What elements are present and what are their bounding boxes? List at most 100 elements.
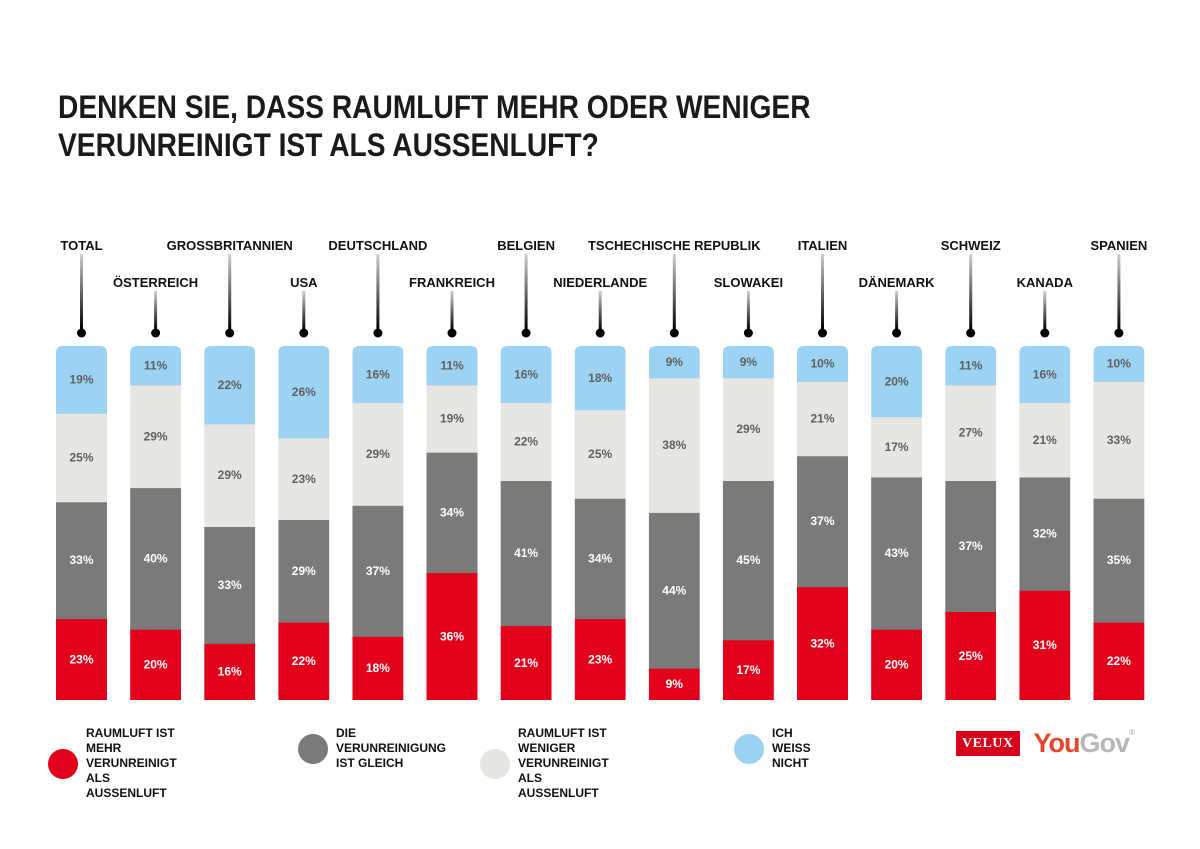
- bar-segment: [871, 416, 923, 478]
- bar-group: GROSSBRITANNIEN 16% 33% 29% 22%: [167, 238, 293, 700]
- value-label: 9%: [740, 355, 758, 369]
- value-label: 22%: [1107, 654, 1131, 668]
- value-label: 26%: [292, 385, 316, 399]
- value-label: 38%: [662, 438, 686, 452]
- bar-segment: [574, 346, 626, 411]
- value-label: 22%: [218, 378, 242, 392]
- bar-segment: [426, 452, 478, 574]
- value-label: 10%: [1107, 357, 1131, 371]
- value-label: 41%: [514, 546, 538, 560]
- bar-group: TOTAL 23% 33% 25% 19%: [56, 238, 107, 700]
- bar-segment: [500, 480, 552, 627]
- bar-segment: [426, 346, 478, 386]
- country-label: TOTAL: [60, 238, 102, 253]
- value-label: 9%: [666, 355, 684, 369]
- bar-segment: [797, 346, 848, 382]
- country-label: SPANIEN: [1090, 238, 1147, 253]
- bar-group: SPANIEN 22% 35% 33% 10%: [1090, 238, 1147, 700]
- value-label: 43%: [885, 546, 909, 560]
- legend-item-mehr: RAUMLUFT IST MEHR VERUNREINIGT ALS AUSSE…: [48, 726, 177, 801]
- bar-segment: [945, 384, 997, 482]
- bar-segment: [1093, 381, 1145, 499]
- bar-segment: [352, 636, 404, 700]
- connector-line: [228, 254, 232, 330]
- connector-line: [1117, 254, 1121, 330]
- value-label: 18%: [588, 371, 612, 385]
- country-label: FRANKREICH: [409, 275, 495, 290]
- bar-segment: [648, 512, 700, 669]
- bar-group: TSCHECHISCHE REPUBLIK 9% 44% 38% 9%: [588, 238, 761, 700]
- value-label: 22%: [514, 435, 538, 449]
- connector-dot: [373, 328, 383, 338]
- legend-swatch-red: [48, 748, 78, 779]
- value-label: 35%: [1107, 553, 1131, 567]
- value-label: 18%: [366, 661, 390, 675]
- bar-group: ÖSTERREICH 20% 40% 29% 11%: [113, 275, 198, 700]
- value-label: 10%: [810, 357, 834, 371]
- value-label: 33%: [218, 578, 242, 592]
- bar-segment: [945, 611, 997, 700]
- value-label: 34%: [588, 551, 612, 565]
- bar-segment: [130, 384, 182, 489]
- bar-segment: [1093, 346, 1145, 382]
- yougov-gov: Gov: [1079, 728, 1131, 758]
- value-label: 31%: [1033, 638, 1057, 652]
- legend-label: ICH WEISS NICHT: [772, 726, 811, 770]
- bar-segment: [648, 346, 700, 379]
- connector-line: [524, 254, 528, 330]
- value-label: 16%: [1033, 367, 1057, 381]
- legend-item-weniger: RAUMLUFT IST WENIGER VERUNREINIGT ALS AU…: [480, 726, 609, 801]
- country-label: NIEDERLANDE: [553, 275, 647, 290]
- value-label: 40%: [144, 551, 168, 565]
- bar-segment: [130, 629, 182, 700]
- bar-segment: [426, 572, 478, 700]
- country-label: BELGIEN: [497, 238, 555, 253]
- connector-line: [672, 254, 676, 330]
- yougov-logo: YouGov®: [1034, 728, 1135, 759]
- connector-dot: [743, 328, 753, 338]
- bar-segment: [945, 346, 997, 386]
- connector-dot: [1040, 328, 1050, 338]
- bar-segment: [797, 455, 848, 588]
- bar-segment: [278, 438, 330, 520]
- value-label: 29%: [218, 468, 242, 482]
- connector-dot: [966, 328, 976, 338]
- value-label: 20%: [144, 658, 168, 672]
- bar-segment: [426, 384, 478, 453]
- bar-segment: [56, 413, 107, 503]
- value-label: 19%: [69, 373, 93, 387]
- connector-line: [376, 254, 380, 330]
- country-label: SLOWAKEI: [714, 275, 783, 290]
- bar-segment: [204, 526, 256, 644]
- value-label: 37%: [810, 514, 834, 528]
- value-label: 19%: [440, 412, 464, 426]
- value-label: 25%: [588, 447, 612, 461]
- bar-segment: [352, 402, 404, 506]
- value-label: 29%: [736, 422, 760, 436]
- bar-segment: [278, 519, 330, 623]
- bar-group: ITALIEN 32% 37% 21% 10%: [797, 238, 848, 700]
- bar-segment: [278, 622, 330, 700]
- value-label: 23%: [292, 472, 316, 486]
- bar-segment: [278, 346, 330, 439]
- bar-segment: [797, 586, 848, 700]
- country-label: ÖSTERREICH: [113, 275, 198, 290]
- value-label: 29%: [366, 447, 390, 461]
- connector-dot: [447, 328, 457, 338]
- value-label: 29%: [144, 429, 168, 443]
- value-label: 44%: [662, 583, 686, 597]
- value-label: 23%: [588, 652, 612, 666]
- value-label: 37%: [959, 539, 983, 553]
- bar-segment: [871, 629, 923, 700]
- value-label: 34%: [440, 505, 464, 519]
- bar-segment: [1019, 402, 1071, 478]
- bar-segment: [56, 501, 107, 620]
- value-label: 21%: [1033, 433, 1057, 447]
- connector-line: [450, 291, 454, 330]
- velux-logo: VELUX: [956, 731, 1020, 756]
- logos: VELUX YouGov®: [956, 728, 1135, 759]
- connector-dot: [669, 328, 679, 338]
- chart-title: DENKEN SIE, DASS RAUMLUFT MEHR ODER WENI…: [58, 88, 938, 164]
- bar-segment: [797, 381, 848, 457]
- bar-segment: [722, 346, 774, 379]
